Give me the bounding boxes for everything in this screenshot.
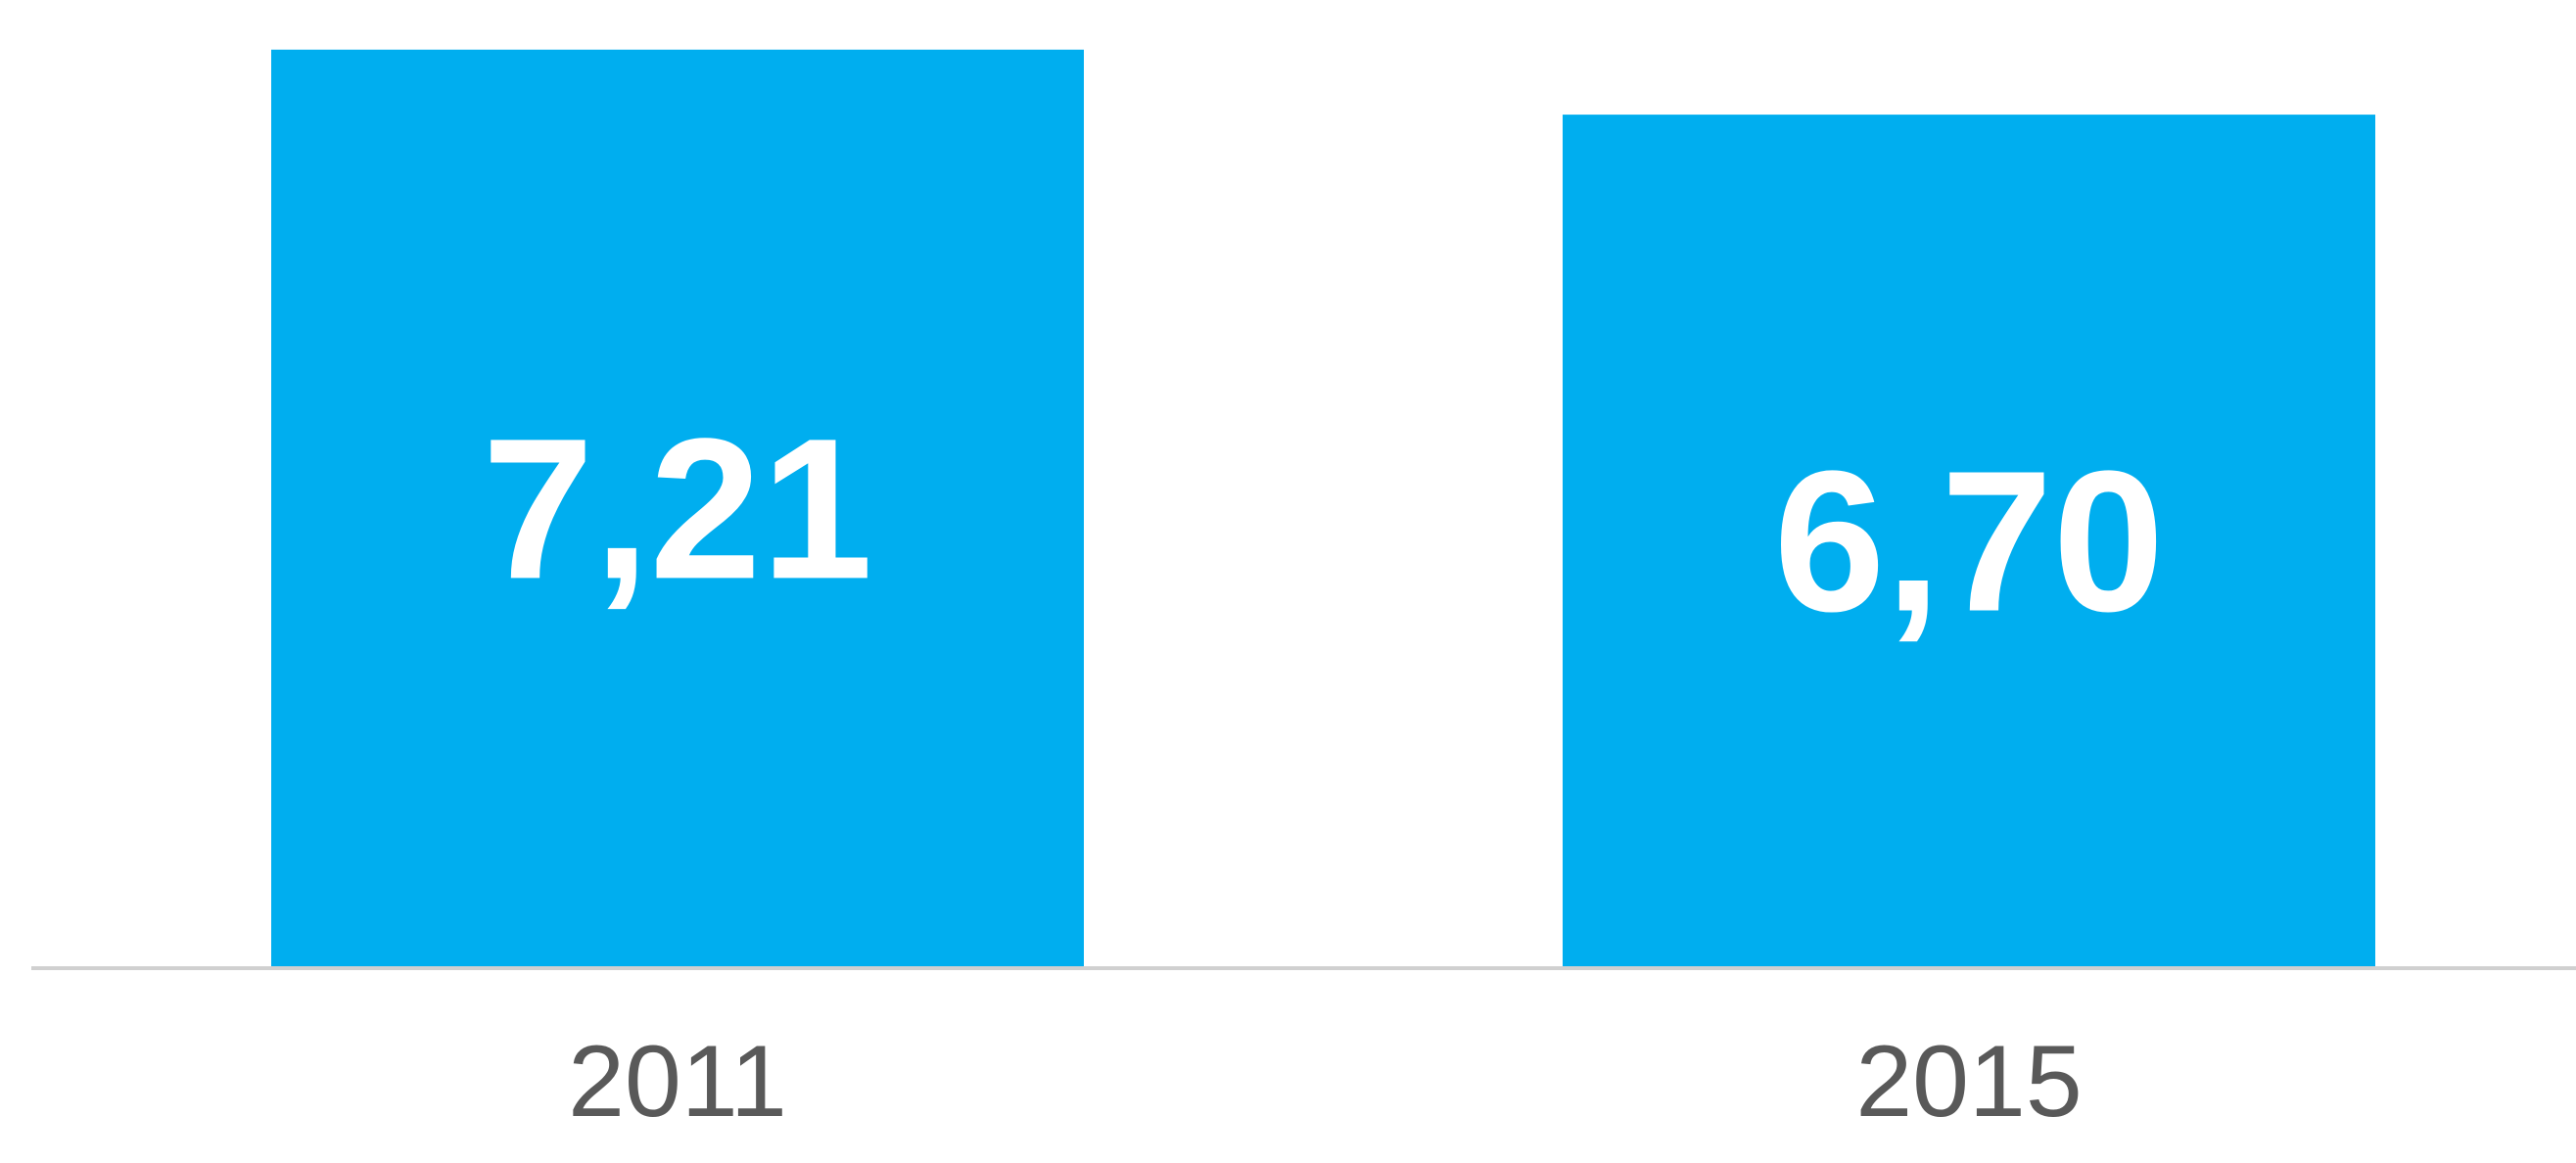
- value-label-2015: 6,70: [1774, 430, 2165, 654]
- bar-2015: [1563, 115, 2375, 968]
- bar-2011: [271, 49, 1084, 968]
- category-label-2015: 2015: [1855, 1025, 2082, 1139]
- value-label-2011: 7,21: [483, 396, 873, 621]
- bars-layer: [271, 49, 2375, 968]
- value-labels-layer: 7,21 6,70: [483, 396, 2165, 653]
- category-labels-layer: 2011 2015: [568, 1025, 2083, 1139]
- category-label-2011: 2011: [568, 1025, 787, 1139]
